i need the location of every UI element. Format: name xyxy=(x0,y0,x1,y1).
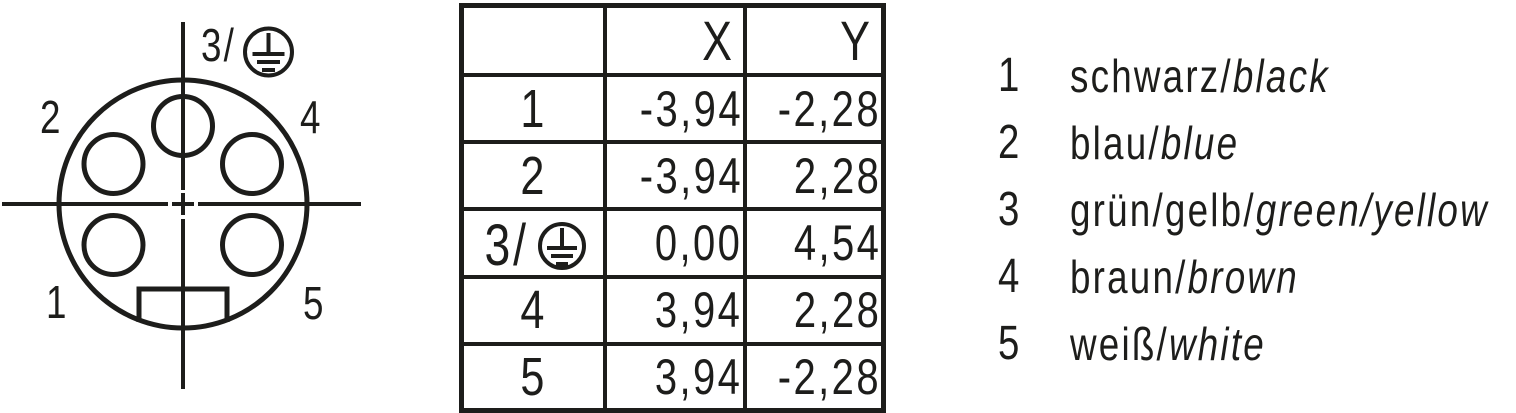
pin-label-1: 1 xyxy=(46,276,69,328)
x-cell: 3,94 xyxy=(602,341,747,413)
legend-pin-number: 4 xyxy=(998,250,1022,303)
table-row: 2 -3,94 2,28 xyxy=(459,140,886,211)
y-cell: -2,28 xyxy=(742,73,886,144)
legend-item: 1 schwarz/black xyxy=(998,42,1516,109)
slash-separator: / xyxy=(1148,116,1161,169)
color-name-de: blau xyxy=(1070,116,1149,169)
legend-color-label: schwarz/black xyxy=(1070,49,1395,103)
pin-label-5: 5 xyxy=(303,277,326,329)
pin-cell: 2 xyxy=(459,140,607,211)
header-pin xyxy=(459,3,607,77)
table-row: 3/ 0,00 4,54 xyxy=(459,207,886,279)
legend-pin-number: 2 xyxy=(998,116,1022,169)
legend-color-label: blau/blue xyxy=(1070,116,1282,170)
pin-cell-earth: 3/ xyxy=(459,207,607,279)
x-cell: -3,94 xyxy=(602,73,747,144)
pin-label-3-earth: 3/ xyxy=(201,19,236,71)
color-name-de: grün/gelb xyxy=(1070,183,1244,236)
pin-hole-5 xyxy=(220,213,284,277)
legend-color-label: weiß/white xyxy=(1070,317,1315,371)
x-cell: 3,94 xyxy=(602,274,747,346)
pin-coordinates-table: X Y 1 -3,94 -2,28 2 -3,94 2,28 3/ xyxy=(459,3,886,413)
color-name-en: brown xyxy=(1187,250,1299,303)
table-header-row: X Y xyxy=(459,3,886,77)
pin-cell: 4 xyxy=(459,274,607,346)
legend-pin-number: 3 xyxy=(998,183,1022,236)
x-cell: 0,00 xyxy=(602,207,747,279)
legend-pin-number: 5 xyxy=(998,317,1022,370)
legend-pin-number: 1 xyxy=(998,49,1022,102)
color-name-en: black xyxy=(1232,49,1330,102)
slash-separator: / xyxy=(1220,49,1233,102)
protective-earth-icon xyxy=(243,26,294,78)
pin-hole-2 xyxy=(81,132,146,196)
color-name-de: schwarz xyxy=(1070,49,1221,102)
legend-item: 5 weiß/white xyxy=(998,310,1516,377)
table-row: 5 3,94 -2,28 xyxy=(459,341,886,413)
pin-3-label: 3/ xyxy=(484,212,529,278)
table-row: 1 -3,94 -2,28 xyxy=(459,73,886,144)
legend-color-label: braun/brown xyxy=(1070,250,1356,304)
slash-separator: / xyxy=(1156,317,1169,370)
table-row: 4 3,94 2,28 xyxy=(459,274,886,346)
color-name-de: braun xyxy=(1070,250,1176,303)
color-name-en: blue xyxy=(1160,116,1240,169)
legend-item: 2 blau/blue xyxy=(998,109,1516,176)
legend-color-label: grün/gelb/green/yellow xyxy=(1070,183,1516,237)
wire-color-legend: 1 schwarz/black 2 blau/blue 3 grün/gelb/… xyxy=(998,42,1516,377)
x-cell: -3,94 xyxy=(602,140,747,211)
legend-item: 3 grün/gelb/green/yellow xyxy=(998,176,1516,243)
pin-label-4: 4 xyxy=(300,91,323,143)
connector-face-diagram: 2 4 1 5 3/ xyxy=(2,19,361,389)
legend-item: 4 braun/brown xyxy=(998,243,1516,310)
pin-hole-1 xyxy=(81,213,146,277)
color-name-en: white xyxy=(1168,317,1266,370)
pin-cell: 1 xyxy=(459,73,607,144)
slash-separator: / xyxy=(1175,250,1188,303)
color-name-de: weiß xyxy=(1070,317,1157,370)
y-cell: 4,54 xyxy=(742,207,886,279)
y-cell: 2,28 xyxy=(742,140,886,211)
y-cell: -2,28 xyxy=(742,341,886,413)
pin-hole-4 xyxy=(220,132,284,196)
slash-separator: / xyxy=(1243,183,1256,236)
header-x: X xyxy=(602,3,747,77)
pin-cell: 5 xyxy=(459,341,607,413)
pin-label-2: 2 xyxy=(40,91,63,143)
y-cell: 2,28 xyxy=(742,274,886,346)
color-name-en: green/yellow xyxy=(1255,183,1489,236)
center-crosshair xyxy=(2,22,361,389)
header-y: Y xyxy=(742,3,886,77)
protective-earth-icon xyxy=(537,221,586,270)
